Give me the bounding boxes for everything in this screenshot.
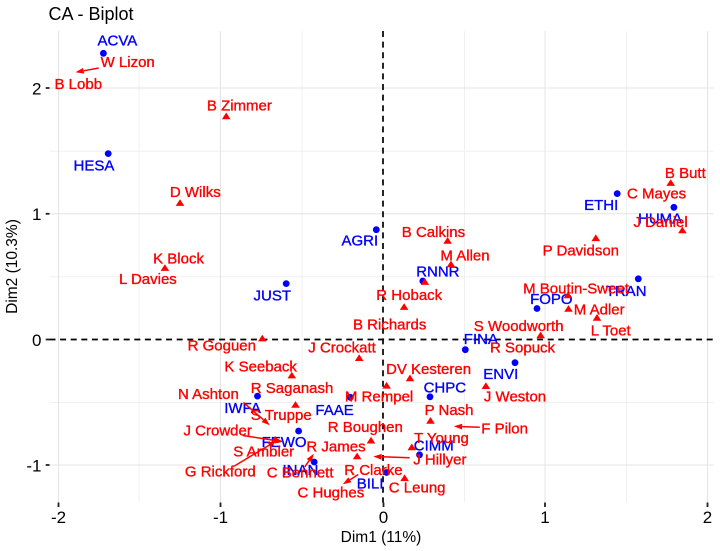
svg-text:B Zimmer: B Zimmer [207,97,272,114]
svg-text:C Mayes: C Mayes [627,186,686,203]
svg-text:T Young: T Young [414,430,469,447]
svg-text:FOPO: FOPO [530,291,573,308]
svg-text:FAAE: FAAE [315,402,353,419]
svg-text:B Lobb: B Lobb [55,76,103,93]
svg-text:M Boutin-Sweet: M Boutin-Sweet [523,281,630,298]
svg-text:C Leung: C Leung [389,480,446,497]
svg-text:B Richards: B Richards [353,317,426,334]
svg-text:S Woodworth: S Woodworth [474,318,564,335]
svg-text:JUST: JUST [254,287,292,304]
svg-text:M Rempel: M Rempel [345,389,413,406]
svg-text:P Nash: P Nash [425,402,474,419]
svg-text:M Allen: M Allen [440,247,489,264]
svg-text:Dim2 (10.3%): Dim2 (10.3%) [4,219,21,314]
svg-text:IWFA: IWFA [224,400,261,417]
svg-text:R Hoback: R Hoback [376,287,442,304]
svg-text:HUMA: HUMA [638,211,682,228]
svg-text:FEWO: FEWO [262,434,307,451]
svg-text:HESA: HESA [74,157,115,174]
svg-text:M Adler: M Adler [574,301,625,318]
svg-text:1: 1 [32,205,41,224]
svg-text:ACVA: ACVA [98,32,138,49]
svg-text:TRAN: TRAN [606,283,647,300]
svg-text:D Wilks: D Wilks [170,184,221,201]
svg-text:ENVI: ENVI [483,366,518,383]
svg-text:C Hughes: C Hughes [298,485,365,502]
svg-text:Dim1 (11%): Dim1 (11%) [341,529,422,546]
svg-text:R Goguen: R Goguen [188,337,256,354]
svg-text:C Bennett: C Bennett [267,464,335,481]
svg-text:P Davidson: P Davidson [543,243,619,260]
svg-text:R Saganash: R Saganash [251,380,334,397]
svg-text:0: 0 [379,508,388,527]
svg-text:-1: -1 [26,456,41,475]
svg-text:R James: R James [306,438,365,455]
svg-text:DV Kesteren: DV Kesteren [386,361,471,378]
svg-text:J Weston: J Weston [484,388,546,405]
svg-text:B Butt: B Butt [665,165,707,182]
svg-text:K Block: K Block [153,250,204,267]
svg-text:CHPC: CHPC [424,379,467,396]
svg-text:B Calkins: B Calkins [402,224,465,241]
svg-text:L Toet: L Toet [591,323,632,340]
svg-text:FINA: FINA [464,331,498,348]
svg-text:K Seeback: K Seeback [224,358,297,375]
svg-text:RNNR: RNNR [416,264,459,281]
svg-text:CA - Biplot: CA - Biplot [49,4,134,24]
svg-text:J Daniel: J Daniel [634,214,688,231]
svg-text:N Ashton: N Ashton [178,386,239,403]
svg-text:F Pilon: F Pilon [481,420,528,437]
svg-text:ETHI: ETHI [584,197,618,214]
svg-text:1: 1 [540,508,549,527]
svg-text:W Lizon: W Lizon [101,54,155,71]
svg-text:2: 2 [32,79,41,98]
svg-text:S Ambler: S Ambler [233,443,294,460]
svg-text:-2: -2 [51,508,66,527]
svg-text:BILI: BILI [357,475,384,492]
svg-text:R Clarke: R Clarke [344,462,402,479]
svg-text:0: 0 [32,331,41,350]
svg-text:2: 2 [703,508,712,527]
svg-text:R Sopuck: R Sopuck [490,339,556,356]
svg-text:J Hillyer: J Hillyer [413,451,466,468]
svg-text:AGRI: AGRI [342,233,379,250]
svg-text:J Crowder: J Crowder [184,422,252,439]
svg-text:-1: -1 [213,508,228,527]
svg-text:S Truppe: S Truppe [251,407,312,424]
svg-text:J Crockatt: J Crockatt [308,339,376,356]
svg-text:INAN: INAN [283,462,319,479]
svg-text:L Davies: L Davies [119,271,177,288]
svg-text:G Rickford: G Rickford [185,464,256,481]
svg-text:CIMM: CIMM [414,437,454,454]
svg-text:R Boughen: R Boughen [328,419,403,436]
